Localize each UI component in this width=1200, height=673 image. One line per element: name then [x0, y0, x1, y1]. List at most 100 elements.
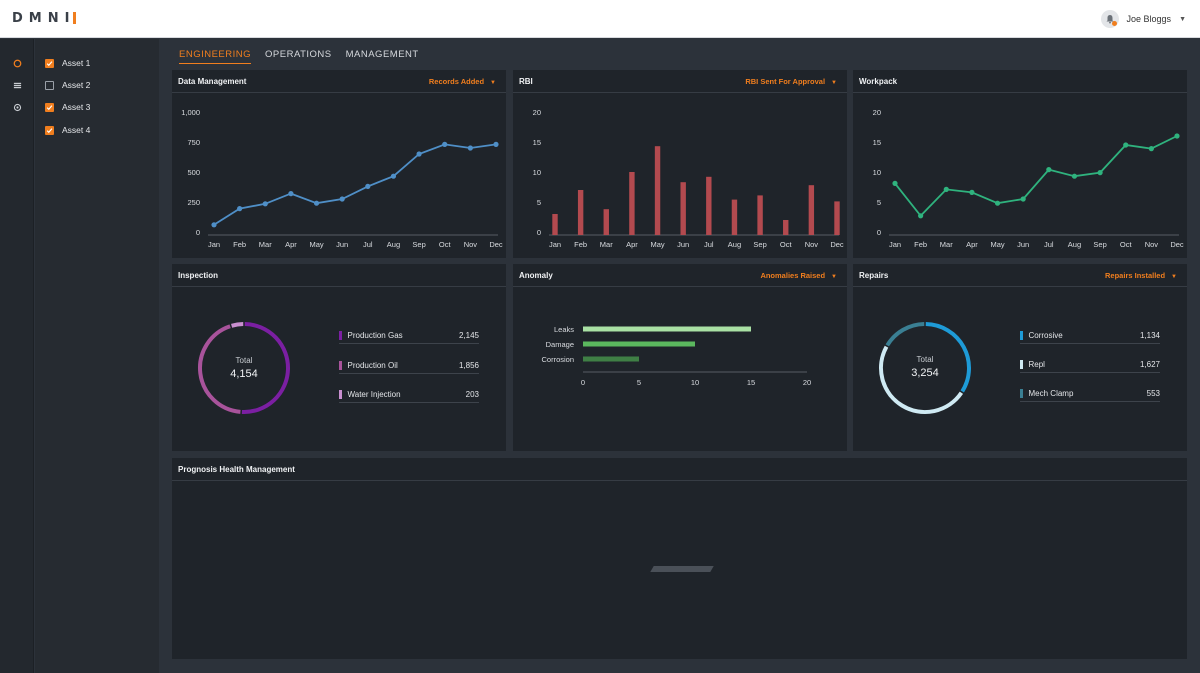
- x-tick-label: Aug: [387, 240, 400, 249]
- target-icon[interactable]: [11, 101, 23, 113]
- data-point: [1123, 142, 1129, 148]
- asset-label: Asset 1: [62, 58, 91, 68]
- x-tick-label: Feb: [914, 240, 927, 249]
- bar: [783, 220, 789, 235]
- tab-engineering[interactable]: ENGINEERING: [179, 49, 252, 64]
- y-tick-label: 5: [877, 198, 881, 207]
- notification-bell-icon[interactable]: [1100, 10, 1119, 28]
- legend-row: Mech Clamp 553: [1020, 388, 1160, 402]
- asset-list: Asset 1 Asset 2 Asset 3 Asset 4: [35, 39, 159, 673]
- panel-header: [513, 264, 847, 287]
- user-menu[interactable]: Joe Bloggs ▼: [1100, 10, 1186, 28]
- tab-operations[interactable]: OPERATIONS: [265, 49, 332, 60]
- x-tick-label: Dec: [830, 240, 844, 249]
- legend-swatch: [339, 330, 342, 340]
- rbi-sent-dropdown[interactable]: RBI Sent For Approval ▼: [745, 77, 837, 86]
- bar: [603, 209, 609, 235]
- data-point: [943, 186, 949, 192]
- data-point: [1174, 133, 1180, 139]
- x-tick-label: Aug: [1068, 240, 1081, 249]
- loading-indicator: [650, 566, 714, 572]
- circle-icon[interactable]: [11, 57, 23, 69]
- x-tick-label: Sep: [753, 240, 766, 249]
- tab-bar: ENGINEERING OPERATIONS MANAGEMENT: [179, 49, 419, 64]
- legend-swatch: [339, 360, 342, 370]
- y-tick-label: 750: [187, 138, 200, 147]
- donut-center: Total 3,254: [885, 355, 965, 379]
- category-label: Corrosion: [541, 355, 574, 364]
- x-tick-label: Oct: [439, 240, 452, 249]
- donut-total-label: Total: [235, 356, 253, 365]
- x-tick-label: May: [650, 240, 664, 249]
- data-point: [493, 141, 499, 147]
- bar: [583, 341, 695, 347]
- panel-repairs: Repairs Repairs Installed ▼ Total 3,254 C…: [853, 264, 1187, 451]
- asset-item[interactable]: Asset 1: [45, 56, 90, 70]
- data-point: [211, 222, 217, 228]
- chevron-down-icon: ▼: [831, 80, 837, 86]
- data-point: [1046, 167, 1052, 173]
- legend-swatch: [339, 389, 342, 399]
- data-point: [416, 151, 422, 157]
- x-tick-label: Apr: [285, 240, 297, 249]
- y-tick-label: 500: [187, 168, 200, 177]
- panel-header: [172, 264, 506, 287]
- donut-total-value: 3,254: [911, 367, 939, 379]
- checkbox-checked-icon[interactable]: [45, 125, 54, 135]
- data-point: [1020, 196, 1026, 202]
- panel-prognosis-health-management: Prognosis Health Management: [172, 458, 1187, 659]
- dropdown-label: Repairs Installed: [1105, 271, 1166, 280]
- list-icon[interactable]: [11, 79, 23, 91]
- records-added-dropdown[interactable]: Records Added ▼: [429, 77, 496, 86]
- legend-row: Repl 1,627: [1020, 359, 1160, 373]
- app-logo[interactable]: DMNI: [12, 11, 77, 26]
- dropdown-label: Records Added: [428, 77, 485, 86]
- y-tick-label: 0: [537, 228, 541, 237]
- donut-segment-repl: [879, 345, 964, 414]
- asset-item[interactable]: Asset 2: [45, 78, 90, 92]
- legend-label: Mech Clamp: [1028, 388, 1074, 398]
- x-tick-label: Jan: [889, 240, 901, 249]
- donut-segment-mech-clamp: [885, 322, 925, 347]
- x-tick-label: Aug: [728, 240, 741, 249]
- tab-management[interactable]: MANAGEMENT: [345, 49, 419, 60]
- y-tick-label: 250: [187, 198, 200, 207]
- checkbox-unchecked-icon[interactable]: [45, 80, 54, 90]
- data-point: [1097, 170, 1103, 176]
- legend-swatch: [1020, 388, 1023, 398]
- x-tick-label: Feb: [574, 240, 587, 249]
- inspection-donut-chart: [197, 321, 291, 415]
- x-tick-label: Jul: [704, 240, 714, 249]
- data-point: [918, 213, 924, 219]
- panel-header: [513, 70, 847, 93]
- repairs-installed-dropdown[interactable]: Repairs Installed ▼: [1105, 271, 1177, 280]
- donut-total-label: Total: [916, 355, 934, 364]
- bar: [834, 201, 840, 235]
- chevron-down-icon: ▼: [490, 80, 496, 86]
- donut-segment-water-injection: [231, 322, 244, 328]
- bar: [680, 182, 686, 235]
- panel-rbi: RBI RBI Sent For Approval ▼ 0 5 10 15 20 Jan Fe…: [513, 70, 847, 258]
- legend-row: Corrosive 1,134: [1020, 330, 1160, 344]
- asset-item[interactable]: Asset 4: [45, 123, 90, 137]
- anomalies-raised-dropdown[interactable]: Anomalies Raised ▼: [760, 271, 837, 280]
- y-tick-label: 15: [533, 138, 541, 147]
- panel-title: RBI: [519, 77, 533, 86]
- series-line: [894, 135, 1178, 218]
- x-tick-label: Dec: [1170, 240, 1184, 249]
- x-tick-label: Jul: [363, 240, 373, 249]
- x-tick-label: Dec: [489, 240, 503, 249]
- donut-total-value: 4,154: [230, 368, 258, 380]
- asset-item[interactable]: Asset 3: [45, 100, 90, 114]
- asset-label: Asset 4: [62, 125, 91, 135]
- x-tick-label: 5: [637, 378, 641, 387]
- checkbox-checked-icon[interactable]: [45, 58, 54, 68]
- checkbox-checked-icon[interactable]: [45, 102, 54, 112]
- top-bar: DMNI Joe Bloggs ▼: [0, 0, 1200, 38]
- panel-title: Prognosis Health Management: [178, 465, 295, 474]
- legend-label: Corrosive: [1028, 330, 1063, 340]
- panel-title: Inspection: [178, 271, 219, 280]
- bar: [706, 176, 712, 235]
- x-tick-label: Apr: [966, 240, 978, 249]
- chevron-down-icon[interactable]: ▼: [1179, 15, 1186, 23]
